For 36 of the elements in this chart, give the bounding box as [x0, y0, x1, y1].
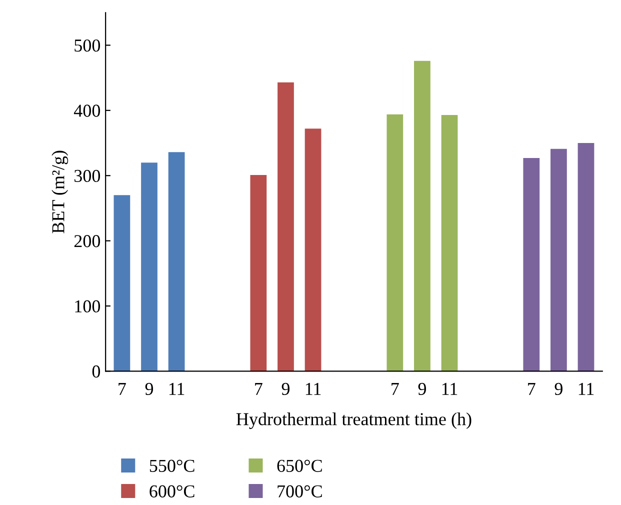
- x-tick-label: 9: [554, 382, 562, 395]
- legend-label: 650°C: [277, 460, 322, 472]
- bar: [523, 158, 540, 372]
- bar: [278, 82, 294, 372]
- x-axis-title: Hydrothermal treatment time (h): [236, 412, 472, 429]
- x-tick-label: 9: [145, 382, 154, 395]
- bar: [441, 114, 458, 372]
- x-tick-label: 7: [255, 382, 262, 395]
- bar: [578, 143, 594, 372]
- x-tick-label: 7: [392, 382, 399, 395]
- x-tick-label: 7: [118, 382, 126, 395]
- x-tick-label: 11: [578, 382, 594, 395]
- bar: [386, 114, 404, 372]
- y-tick-label: 0: [92, 365, 100, 378]
- bar: [141, 162, 158, 372]
- bar: [114, 195, 130, 372]
- y-tick-label: 200: [74, 235, 100, 248]
- legend-label: 550°C: [150, 460, 194, 472]
- y-tick-label: 400: [74, 104, 100, 117]
- y-tick-label: 100: [75, 300, 100, 312]
- bar: [414, 60, 430, 372]
- bar: [550, 148, 567, 372]
- x-tick-label: 11: [169, 382, 184, 395]
- x-tick-label: 9: [418, 382, 426, 395]
- x-tick-label: 7: [528, 382, 536, 395]
- bar: [304, 128, 322, 372]
- legend-label: 700°C: [278, 485, 322, 498]
- y-tick-label: 300: [74, 170, 100, 182]
- x-tick-label: 11: [306, 382, 321, 395]
- legend-label: 600°C: [150, 485, 194, 498]
- bar: [168, 152, 185, 372]
- bar: [250, 174, 267, 372]
- y-tick-label: 500: [74, 39, 100, 52]
- x-tick-label: 11: [442, 382, 458, 395]
- y-axis-title: BET (m²/g): [52, 150, 68, 234]
- x-tick-label: 9: [282, 382, 290, 395]
